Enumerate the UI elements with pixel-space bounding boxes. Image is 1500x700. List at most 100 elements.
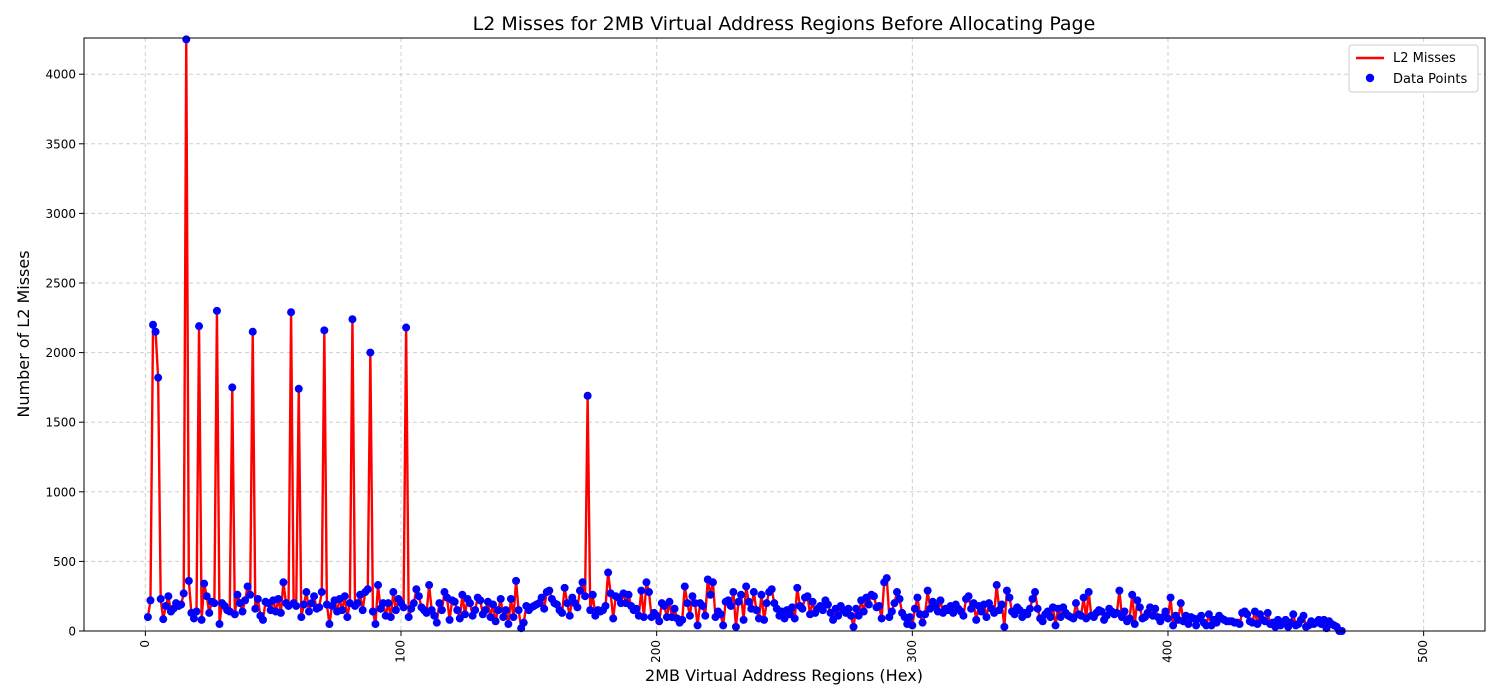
data-point	[701, 611, 710, 620]
data-point	[844, 604, 853, 613]
data-point	[706, 590, 715, 599]
x-axis-title: 2MB Virtual Address Regions (Hex)	[645, 666, 923, 685]
data-point	[363, 585, 372, 594]
data-point	[368, 607, 377, 616]
data-point	[253, 594, 262, 603]
y-tick-label: 3000	[45, 207, 76, 221]
data-point	[1084, 588, 1093, 597]
data-point	[430, 611, 439, 620]
data-point	[471, 606, 480, 615]
data-point	[798, 604, 807, 613]
data-point	[425, 581, 434, 590]
data-point	[205, 608, 214, 617]
data-point	[506, 594, 515, 603]
plot-area	[143, 35, 1346, 635]
data-point	[739, 615, 748, 624]
legend-box	[1348, 44, 1479, 93]
data-point	[1263, 608, 1272, 617]
data-point	[287, 308, 296, 317]
data-point	[1161, 607, 1170, 616]
data-point	[1169, 621, 1178, 630]
data-point	[1125, 614, 1134, 623]
data-point	[918, 618, 927, 627]
data-point	[241, 596, 250, 605]
data-point	[274, 594, 283, 603]
data-point	[624, 590, 633, 599]
data-point	[540, 604, 549, 613]
data-point	[514, 606, 523, 615]
data-point	[1151, 604, 1160, 613]
data-point	[1197, 611, 1206, 620]
data-point	[399, 603, 408, 612]
data-point	[913, 593, 922, 602]
data-point	[680, 582, 689, 591]
data-point	[177, 600, 186, 609]
data-point	[435, 599, 444, 608]
data-point	[637, 586, 646, 595]
data-point	[179, 589, 188, 598]
data-point	[1133, 596, 1142, 605]
data-point	[189, 614, 198, 623]
data-point	[161, 601, 170, 610]
data-point	[905, 613, 914, 622]
data-point	[655, 617, 664, 626]
data-point	[149, 320, 158, 329]
data-point	[726, 601, 735, 610]
data-point	[391, 606, 400, 615]
data-point	[869, 592, 878, 601]
data-point	[1299, 611, 1308, 620]
data-point	[609, 614, 618, 623]
data-point	[793, 583, 802, 592]
data-point	[688, 592, 697, 601]
data-point	[808, 597, 817, 606]
data-point	[519, 618, 528, 627]
data-point	[414, 592, 423, 601]
data-point	[708, 578, 717, 587]
data-point	[338, 606, 347, 615]
data-point	[494, 606, 503, 615]
data-point	[563, 599, 572, 608]
data-point	[565, 611, 574, 620]
data-point	[1243, 610, 1252, 619]
data-point	[632, 604, 641, 613]
data-point	[230, 610, 239, 619]
data-point	[734, 597, 743, 606]
data-point	[366, 348, 375, 357]
data-point	[1051, 621, 1060, 630]
data-point	[683, 599, 692, 608]
data-point	[1038, 617, 1047, 626]
data-point	[604, 568, 613, 577]
data-point	[895, 594, 904, 603]
data-point	[1028, 594, 1037, 603]
data-point	[437, 606, 446, 615]
data-point	[588, 590, 597, 599]
data-point	[233, 590, 242, 599]
data-point	[343, 613, 352, 622]
data-point	[315, 603, 324, 612]
data-point	[215, 620, 224, 629]
data-point	[803, 592, 812, 601]
data-point	[182, 35, 191, 44]
data-point	[923, 586, 932, 595]
data-point	[537, 593, 546, 602]
data-point	[210, 599, 219, 608]
y-tick-label: 2000	[45, 346, 76, 360]
data-point	[645, 588, 653, 597]
data-point	[558, 608, 567, 617]
data-point	[1033, 604, 1042, 613]
data-point	[402, 323, 411, 332]
data-point	[146, 596, 155, 605]
data-point	[374, 581, 383, 590]
data-point	[238, 607, 247, 616]
data-point	[665, 597, 674, 606]
y-tick-label: 500	[53, 555, 76, 569]
data-point	[1235, 620, 1244, 629]
data-point	[882, 574, 891, 583]
data-point	[936, 596, 945, 605]
data-point	[489, 600, 498, 609]
data-point	[212, 306, 221, 315]
data-point	[1025, 604, 1034, 613]
x-axis-ticks: 0 100 200 300 400 500	[138, 631, 1430, 663]
data-point	[384, 599, 393, 608]
